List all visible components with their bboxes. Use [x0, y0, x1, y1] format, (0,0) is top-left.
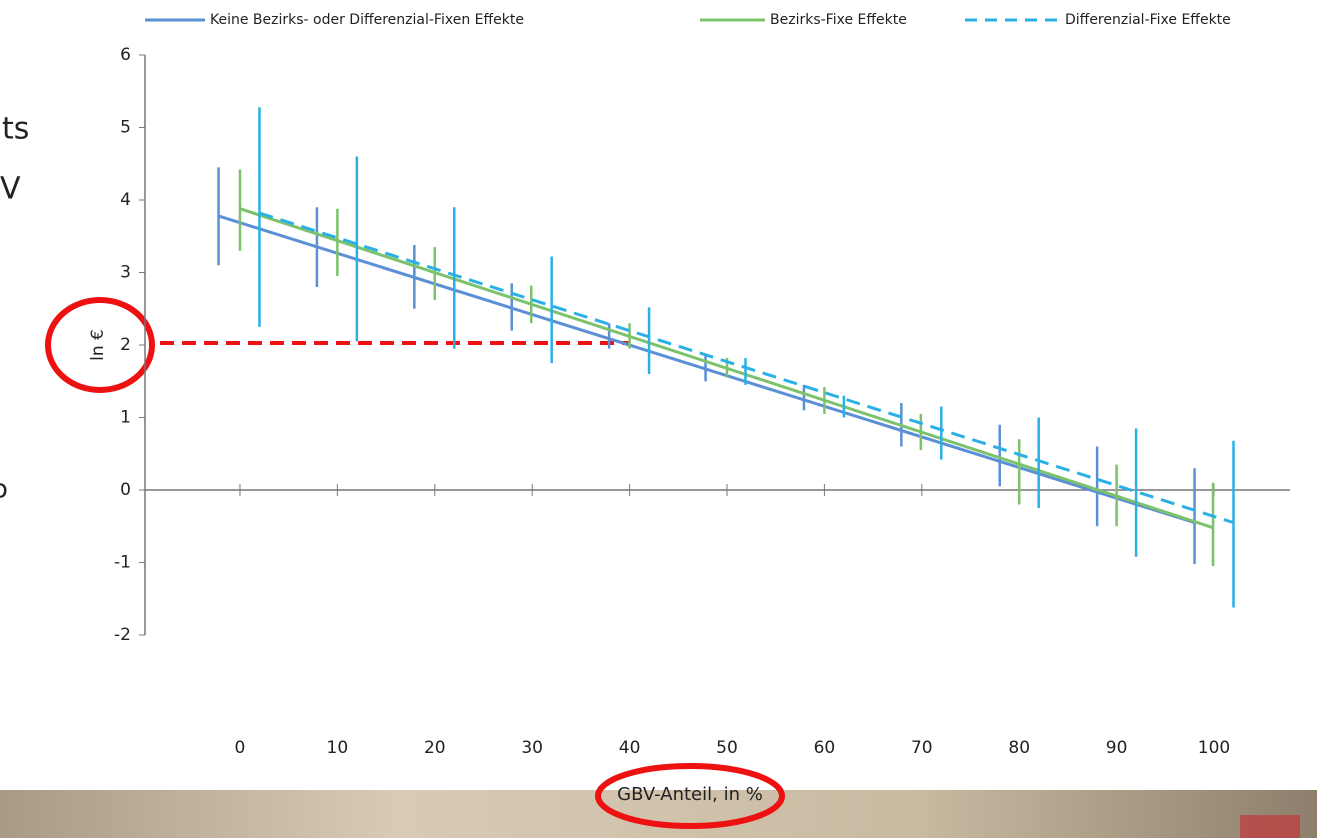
x-tick-label: 20: [424, 738, 446, 758]
legend-label: Bezirks-Fixe Effekte: [770, 12, 907, 28]
x-tick-label: 30: [521, 738, 543, 758]
x-tick-label: 40: [619, 738, 641, 758]
y-tick-label: 1: [120, 408, 131, 428]
y-tick-label: 3: [120, 263, 131, 283]
x-tick-label: 70: [911, 738, 933, 758]
x-tick-label: 90: [1106, 738, 1128, 758]
x-tick-label: 50: [716, 738, 738, 758]
y-tick-label: 6: [120, 45, 131, 65]
y-tick-label: 5: [120, 118, 131, 138]
x-tick-label: 80: [1008, 738, 1030, 758]
chart: ts V o ln € GBV-Anteil, in % -2 -1 0 1 2 3 4 5 6…: [0, 0, 1317, 838]
x-tick-label: 0: [235, 738, 246, 758]
legend-label: Differenzial-Fixe Effekte: [1065, 12, 1231, 28]
legend-label: Keine Bezirks- oder Differenzial-Fixen E…: [210, 12, 524, 28]
series-line: [240, 209, 1213, 528]
series-line: [259, 213, 1233, 523]
slide-text: V: [0, 172, 21, 207]
y-tick-label: -1: [114, 553, 131, 573]
logo: [1240, 815, 1300, 838]
x-tick-label: 100: [1198, 738, 1230, 758]
y-axis-label: ln €: [88, 329, 108, 361]
x-tick-label: 10: [327, 738, 349, 758]
x-axis-label: GBV-Anteil, in %: [617, 784, 763, 805]
y-tick-label: 2: [120, 335, 131, 355]
slide-fragments: ts V o: [0, 112, 29, 505]
y-tick-label: 0: [120, 480, 131, 500]
series-line: [219, 216, 1195, 523]
y-tick-label: 4: [120, 190, 131, 210]
y-tick-label: -2: [114, 625, 131, 645]
slide-text: ts: [2, 112, 29, 147]
x-tick-label: 60: [814, 738, 836, 758]
slide-text: o: [0, 475, 8, 505]
